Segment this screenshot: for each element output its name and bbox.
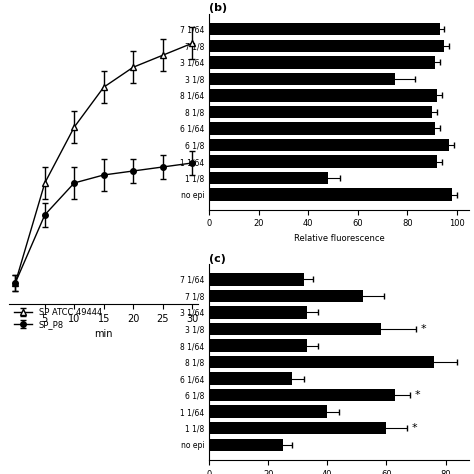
- Text: *: *: [420, 324, 426, 334]
- Bar: [209, 273, 304, 286]
- Text: *: *: [415, 390, 420, 400]
- Bar: [209, 339, 307, 352]
- X-axis label: Relative fluorescence: Relative fluorescence: [294, 234, 384, 243]
- Bar: [209, 373, 292, 385]
- Bar: [209, 188, 452, 201]
- Bar: [209, 106, 432, 118]
- Text: *: *: [411, 423, 417, 433]
- Legend: SP ATCC 49444, SP_P8: SP ATCC 49444, SP_P8: [14, 308, 102, 329]
- Bar: [209, 172, 328, 184]
- Bar: [209, 23, 439, 36]
- Bar: [209, 422, 386, 434]
- Bar: [209, 89, 437, 101]
- Bar: [209, 122, 435, 135]
- Bar: [209, 139, 449, 151]
- Bar: [209, 405, 328, 418]
- Bar: [209, 155, 437, 168]
- Bar: [209, 306, 307, 319]
- Text: (b): (b): [209, 3, 227, 13]
- Bar: [209, 290, 363, 302]
- Text: (c): (c): [209, 254, 226, 264]
- X-axis label: min: min: [94, 329, 113, 339]
- Bar: [209, 389, 395, 401]
- Bar: [209, 438, 283, 451]
- Bar: [209, 73, 395, 85]
- Bar: [209, 323, 381, 335]
- Bar: [209, 56, 435, 69]
- Bar: [209, 356, 434, 368]
- Bar: [209, 40, 445, 52]
